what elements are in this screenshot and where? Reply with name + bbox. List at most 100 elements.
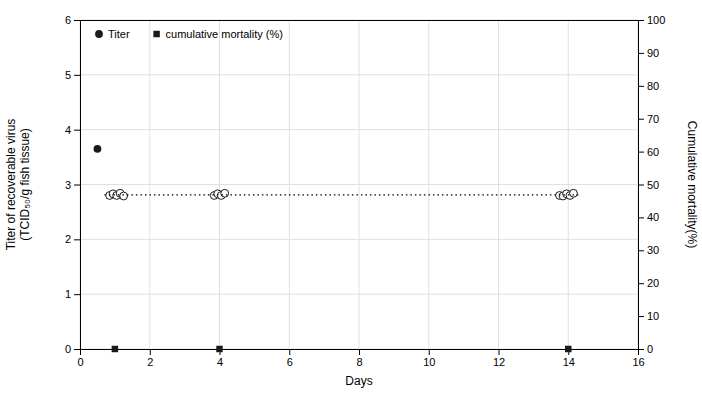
grid-line-y: [80, 184, 638, 185]
x-axis-tick: 10: [423, 349, 435, 368]
x-axis-tick-mark: [289, 349, 290, 355]
plot-frame: [80, 20, 638, 21]
y-axis-tick-mark: [74, 294, 80, 295]
y2-axis-tick-mark: [638, 20, 644, 21]
y2-axis-tick-label: 50: [647, 179, 659, 191]
y2-axis-tick-mark: [638, 152, 644, 153]
chart: 0246810121416012345601020304050607080901…: [0, 0, 702, 395]
grid-line-y: [80, 294, 638, 295]
y2-axis-tick-mark: [638, 316, 644, 317]
y2-axis: 0 10 20 30 40 50 60 70 80 90 100: [638, 14, 665, 355]
x-axis-line: [81, 350, 639, 356]
grid-line-y: [80, 20, 638, 21]
y-axis-tick-mark: [74, 130, 80, 131]
y-axis-tick: 1: [65, 288, 80, 300]
y2-axis-tick: 10: [638, 310, 659, 322]
y-axis-tick-mark: [74, 185, 80, 186]
y2-axis-tick-label: 100: [647, 14, 665, 26]
x-axis-tick-mark: [150, 349, 151, 355]
y-axis-tick-mark: [74, 20, 80, 21]
point: [565, 346, 571, 352]
y2-axis-tick-label: 0: [647, 343, 653, 355]
y2-axis-tick: 80: [638, 80, 659, 92]
x-axis-tick: 8: [356, 349, 362, 368]
grid-line-y: [80, 74, 638, 75]
x-axis-tick: 0: [77, 349, 83, 368]
point: [120, 192, 128, 200]
y2-axis-tick-label: 20: [647, 277, 659, 289]
x-axis-tick: 6: [287, 349, 293, 368]
x-axis-tick-label: 14: [563, 356, 575, 368]
y2-axis-tick-mark: [638, 119, 644, 120]
legend-item: Titer: [95, 28, 130, 40]
x-axis-tick-label: 8: [356, 356, 362, 368]
y-axis-tick-label: 5: [65, 69, 71, 81]
y-axis-line: [74, 21, 81, 350]
y2-axis-tick-label: 90: [647, 47, 659, 59]
y2-axis-tick-label: 60: [647, 146, 659, 158]
x-axis-tick-label: 4: [217, 356, 223, 368]
y2-axis-title: Cumulative mortality(%): [685, 121, 699, 248]
y2-axis-tick-mark: [638, 185, 644, 186]
x-axis-tick-label: 2: [147, 356, 153, 368]
grid: [80, 20, 638, 349]
grid-line-y: [80, 129, 638, 130]
legend-label: Titer: [108, 28, 130, 40]
y2-axis-tick: 70: [638, 113, 659, 125]
y-axis-tick: 3: [65, 179, 80, 191]
y-axis-tick-label: 2: [65, 233, 71, 245]
legend-symbol: [153, 31, 159, 37]
y2-axis-tick-mark: [638, 53, 644, 54]
x-axis-tick-mark: [359, 349, 360, 355]
y-axis-tick: 0: [65, 343, 80, 355]
x-axis-tick: 12: [493, 349, 505, 368]
x-axis-tick: 2: [147, 349, 153, 368]
y2-axis-tick-mark: [638, 250, 644, 251]
x-axis-tick-label: 0: [77, 356, 83, 368]
y2-axis-tick: 50: [638, 179, 659, 191]
y2-axis-tick-mark: [638, 349, 644, 350]
y2-axis-tick: 60: [638, 146, 659, 158]
legend-item: cumulative mortality (%): [153, 28, 283, 40]
y-axis-tick: 5: [65, 69, 80, 81]
y2-axis-tick: 90: [638, 47, 659, 59]
x-axis-tick-mark: [429, 349, 430, 355]
legend-symbol: [95, 30, 103, 38]
x-axis-title: Days: [345, 374, 372, 388]
y-axis-tick: 2: [65, 233, 80, 245]
y2-axis-tick: 40: [638, 211, 659, 223]
marks: [94, 145, 579, 352]
y2-axis-tick-label: 80: [647, 80, 659, 92]
x-axis-tick-label: 16: [632, 356, 644, 368]
y-axis-tick-mark: [74, 75, 80, 76]
point: [570, 189, 578, 197]
y2-axis-tick-mark: [638, 283, 644, 284]
x-axis-tick: 16: [632, 349, 644, 368]
legend: Titer cumulative mortality (%): [95, 28, 283, 40]
point: [112, 346, 118, 352]
line: [104, 194, 578, 195]
y2-axis-tick-label: 10: [647, 310, 659, 322]
y2-axis-tick: 100: [638, 14, 665, 26]
y-axis: 0 1 2 3 4 5 6: [65, 14, 81, 355]
y-axis-tick-label: 3: [65, 179, 71, 191]
x-axis-tick-label: 6: [287, 356, 293, 368]
x-axis-tick-label: 12: [493, 356, 505, 368]
x-axis-tick-mark: [499, 349, 500, 355]
y2-axis-tick-label: 30: [647, 244, 659, 256]
y2-axis-tick: 0: [638, 343, 653, 355]
y2-axis-line: [639, 21, 645, 350]
y-axis-tick: 4: [65, 124, 80, 136]
y-axis-tick-label: 4: [65, 124, 71, 136]
y-axis-tick-label: 0: [65, 343, 71, 355]
point: [221, 189, 229, 197]
y-axis-tick-label: 6: [65, 14, 71, 26]
y2-axis-tick-mark: [638, 86, 644, 87]
x-axis-tick-label: 10: [423, 356, 435, 368]
y2-axis-tick-mark: [638, 217, 644, 218]
legend-label: cumulative mortality (%): [166, 28, 283, 40]
x-axis: 0 2 4 6 8 10 12 14 16: [77, 349, 644, 368]
y2-axis-tick-label: 40: [647, 211, 659, 223]
y-axis-tick-label: 1: [65, 288, 71, 300]
y-axis-tick-mark: [74, 349, 80, 350]
